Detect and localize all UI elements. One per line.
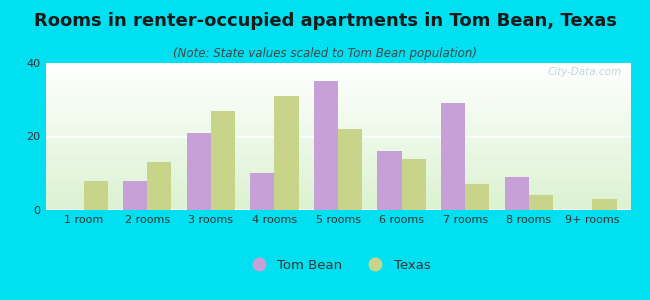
Legend: Tom Bean, Texas: Tom Bean, Texas xyxy=(240,253,436,277)
Bar xyxy=(465,184,489,210)
Bar xyxy=(338,129,362,210)
Bar xyxy=(211,111,235,210)
Text: Rooms in renter-occupied apartments in Tom Bean, Texas: Rooms in renter-occupied apartments in T… xyxy=(34,12,616,30)
Bar xyxy=(123,181,148,210)
Bar xyxy=(187,133,211,210)
Bar xyxy=(592,199,616,210)
Bar xyxy=(528,195,553,210)
Bar xyxy=(441,103,465,210)
Bar xyxy=(250,173,274,210)
Bar xyxy=(274,96,298,210)
Bar xyxy=(378,151,402,210)
Bar xyxy=(148,162,172,210)
Text: (Note: State values scaled to Tom Bean population): (Note: State values scaled to Tom Bean p… xyxy=(173,46,477,59)
Bar xyxy=(314,81,338,210)
Text: City-Data.com: City-Data.com xyxy=(547,68,621,77)
Bar xyxy=(504,177,528,210)
Bar xyxy=(402,158,426,210)
Bar xyxy=(84,181,108,210)
